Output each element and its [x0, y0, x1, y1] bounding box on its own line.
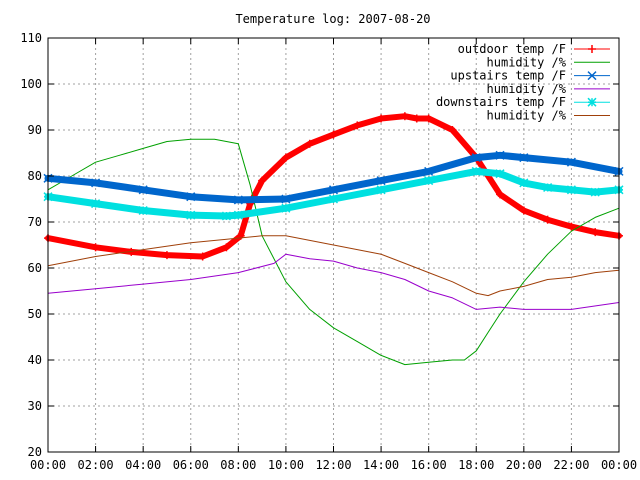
- chart-title: Temperature log: 2007-08-20: [235, 12, 430, 26]
- legend-label: humidity /%: [487, 55, 567, 69]
- series-marker: [281, 153, 290, 162]
- series-marker: [471, 166, 481, 176]
- x-tick-label: 06:00: [173, 458, 209, 472]
- y-tick-label: 100: [20, 77, 42, 91]
- x-tick-label: 04:00: [125, 458, 161, 472]
- x-tick-label: 10:00: [268, 458, 304, 472]
- series-marker: [543, 215, 552, 224]
- x-tick-label: 12:00: [315, 458, 351, 472]
- y-tick-label: 40: [28, 353, 42, 367]
- series-marker: [588, 45, 596, 53]
- series-marker: [233, 210, 243, 220]
- x-tick-label: 18:00: [458, 458, 494, 472]
- series-marker: [233, 195, 243, 205]
- series-line-5: [47, 235, 620, 297]
- x-tick-label: 08:00: [220, 458, 256, 472]
- series-marker: [138, 205, 148, 216]
- series-marker: [377, 114, 386, 123]
- series-marker: [400, 112, 409, 121]
- series-marker: [138, 185, 148, 195]
- series-marker: [91, 178, 101, 188]
- y-tick-label: 20: [28, 445, 42, 459]
- y-tick-label: 80: [28, 169, 42, 183]
- y-tick-label: 70: [28, 215, 42, 229]
- series-marker: [566, 157, 576, 167]
- series-marker: [186, 210, 196, 220]
- series-marker: [281, 194, 291, 204]
- series-marker: [162, 251, 171, 260]
- series-marker: [305, 139, 314, 148]
- series-marker: [590, 187, 600, 197]
- legend-label: upstairs temp /F: [450, 69, 566, 83]
- series-marker: [567, 222, 576, 231]
- x-tick-label: 20:00: [506, 458, 542, 472]
- x-tick-label: 22:00: [553, 458, 589, 472]
- series-marker: [471, 153, 481, 163]
- y-axis-ticks: 20 30 40 50 60 70 80 90 100 110: [20, 31, 619, 459]
- series-marker: [424, 114, 433, 123]
- x-tick-label: 00:00: [601, 458, 637, 472]
- series-marker: [587, 71, 597, 81]
- series-line-3: [47, 253, 620, 310]
- series-line-2: [44, 151, 623, 204]
- y-tick-label: 60: [28, 261, 42, 275]
- series-marker: [221, 211, 231, 221]
- series-marker: [519, 178, 529, 188]
- series-marker: [281, 203, 291, 213]
- series-marker: [496, 190, 505, 199]
- series-marker: [91, 199, 101, 209]
- series-marker: [495, 169, 505, 179]
- y-tick-label: 110: [20, 31, 42, 45]
- series-marker: [424, 176, 434, 186]
- x-tick-label: 00:00: [30, 458, 66, 472]
- x-axis-ticks: 00:00 02:00 04:00 06:00 08:00 10:00 12:00 14:00…: [30, 38, 637, 472]
- series-marker: [519, 206, 528, 215]
- series-marker: [258, 176, 267, 185]
- series-marker: [376, 176, 386, 186]
- series-line-1: [47, 138, 620, 366]
- y-tick-label: 50: [28, 307, 42, 321]
- series-marker: [328, 194, 339, 204]
- series-marker: [424, 166, 434, 176]
- series-marker: [376, 185, 386, 195]
- series-marker: [587, 97, 597, 107]
- x-tick-label: 02:00: [78, 458, 114, 472]
- series-marker: [91, 243, 100, 252]
- series-layer: [43, 112, 624, 366]
- series-marker: [186, 192, 196, 202]
- grid: [48, 38, 619, 452]
- y-tick-label: 30: [28, 399, 42, 413]
- series-marker: [328, 185, 339, 195]
- legend-label: outdoor temp /F: [458, 42, 566, 56]
- x-tick-label: 14:00: [363, 458, 399, 472]
- x-tick-label: 16:00: [411, 458, 447, 472]
- series-marker: [198, 252, 207, 261]
- series-marker: [543, 182, 553, 193]
- series-marker: [329, 130, 338, 139]
- series-marker: [353, 121, 362, 130]
- legend-label: humidity /%: [487, 109, 567, 123]
- series-marker: [412, 114, 421, 123]
- series-marker: [495, 150, 505, 160]
- legend-label: downstairs temp /F: [436, 95, 566, 109]
- series-marker: [222, 243, 231, 252]
- y-tick-label: 90: [28, 123, 42, 137]
- series-marker: [236, 231, 245, 240]
- series-marker: [591, 228, 600, 237]
- legend-label: humidity /%: [487, 82, 567, 96]
- series-marker: [566, 185, 576, 195]
- series-marker: [448, 126, 457, 134]
- series-marker: [519, 153, 529, 163]
